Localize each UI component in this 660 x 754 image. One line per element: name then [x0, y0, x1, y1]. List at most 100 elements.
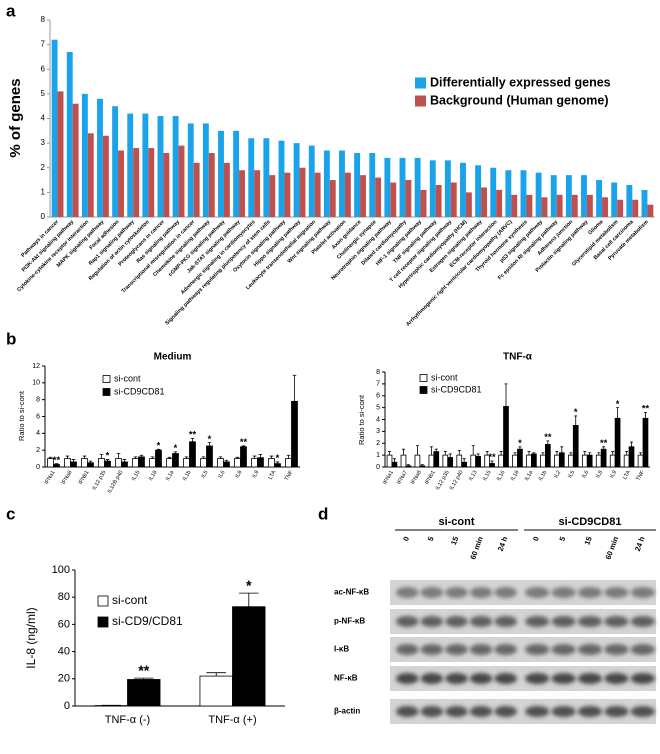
lane-label: 0	[531, 535, 541, 542]
bar	[520, 170, 527, 217]
bar	[461, 461, 467, 468]
blot-band	[630, 673, 655, 684]
bar	[189, 441, 196, 468]
lane-label: 24 h	[633, 535, 647, 553]
error-bar	[392, 458, 396, 463]
bar	[568, 454, 574, 468]
bar	[420, 189, 427, 217]
bar	[554, 454, 560, 468]
error-bar	[569, 452, 573, 456]
bar	[218, 130, 224, 217]
significance-label: *	[106, 451, 110, 461]
bar	[517, 448, 523, 468]
blot-band	[469, 706, 493, 717]
bar	[308, 145, 315, 217]
x-tick-label: IL15	[482, 470, 493, 482]
error-bar	[173, 451, 178, 454]
bar	[628, 446, 635, 468]
bar	[490, 167, 497, 217]
y-tick-label: 8	[36, 397, 40, 404]
significance-label: **	[189, 430, 197, 440]
error-bar	[448, 453, 452, 458]
chart-title: Medium	[154, 352, 192, 363]
error-bar	[499, 451, 503, 456]
bar	[391, 461, 398, 468]
lane-label: 15	[449, 535, 460, 546]
blot-band	[494, 587, 518, 598]
bar	[405, 180, 412, 217]
y-tick-label: 0	[376, 464, 380, 471]
blot-band	[551, 587, 576, 598]
y-tick-label: 60	[58, 618, 70, 630]
error-bar	[630, 441, 633, 447]
x-tick-label: IFNa7	[396, 470, 409, 486]
blot-band	[630, 706, 655, 717]
bar	[386, 454, 393, 468]
legend-label: Background (Human genome)	[430, 93, 609, 107]
x-tick-label: IL9	[609, 470, 618, 480]
bar	[414, 157, 421, 217]
error-bar	[167, 456, 172, 459]
bar	[127, 679, 161, 707]
y-axis-label: IL-8 (ng/ml)	[24, 607, 38, 668]
blot-band	[604, 616, 629, 627]
y-tick-label: 100	[52, 564, 70, 576]
bar	[512, 454, 518, 468]
x-tick-label: IL8	[595, 470, 604, 480]
bar	[565, 175, 572, 217]
bar	[193, 162, 200, 217]
bar	[127, 113, 134, 217]
blot-band	[525, 673, 550, 684]
bar	[263, 138, 270, 217]
bar	[133, 148, 140, 217]
group-label: si-cont	[438, 516, 474, 528]
bar	[208, 152, 215, 217]
bar	[291, 400, 298, 468]
bar	[163, 152, 170, 217]
error-bar	[602, 446, 606, 450]
bar	[223, 162, 230, 217]
error-bar	[560, 446, 564, 453]
x-tick-label: Cytokine-cytokine receptor interaction	[16, 219, 90, 293]
error-bar	[241, 445, 246, 447]
x-tick-label: IL12B p40	[107, 470, 125, 495]
x-tick-label: LTA	[622, 469, 632, 480]
bar	[544, 444, 551, 468]
bar	[223, 461, 230, 468]
row-label: p-NF-κB	[334, 617, 365, 626]
bar	[132, 458, 139, 468]
bar	[115, 458, 122, 468]
bar	[460, 162, 466, 217]
bar	[475, 165, 482, 217]
y-tick-label: 7	[376, 381, 380, 388]
bar	[97, 98, 103, 217]
bar	[284, 172, 291, 217]
error-bar	[258, 453, 263, 458]
bar	[419, 465, 426, 468]
blot-band	[577, 616, 603, 627]
lane-label: 60 min	[468, 535, 485, 561]
y-tick-label: 1	[41, 187, 46, 196]
significance-label: *	[518, 438, 522, 448]
error-bar	[190, 437, 195, 442]
error-bar	[504, 383, 508, 407]
significance-label: *	[157, 440, 161, 450]
bar	[442, 454, 449, 468]
bar	[354, 152, 361, 217]
bar	[274, 463, 281, 468]
blot-band	[604, 673, 629, 684]
bar	[489, 463, 495, 468]
y-tick-label: 3	[376, 428, 380, 435]
blot-band	[577, 587, 603, 598]
x-tick-label: TNF-α (-)	[105, 714, 150, 726]
error-bar	[54, 463, 59, 465]
legend-label: Differentially expressed genes	[430, 75, 611, 89]
bar	[172, 116, 179, 217]
lane-label: 60 min	[604, 535, 621, 561]
significance-label: *	[276, 453, 280, 463]
bar	[104, 460, 111, 468]
bar	[183, 458, 190, 468]
x-tick-label: IFNa1	[44, 470, 57, 486]
legend-label: si-CD9CD81	[431, 384, 482, 394]
bar	[98, 458, 105, 468]
